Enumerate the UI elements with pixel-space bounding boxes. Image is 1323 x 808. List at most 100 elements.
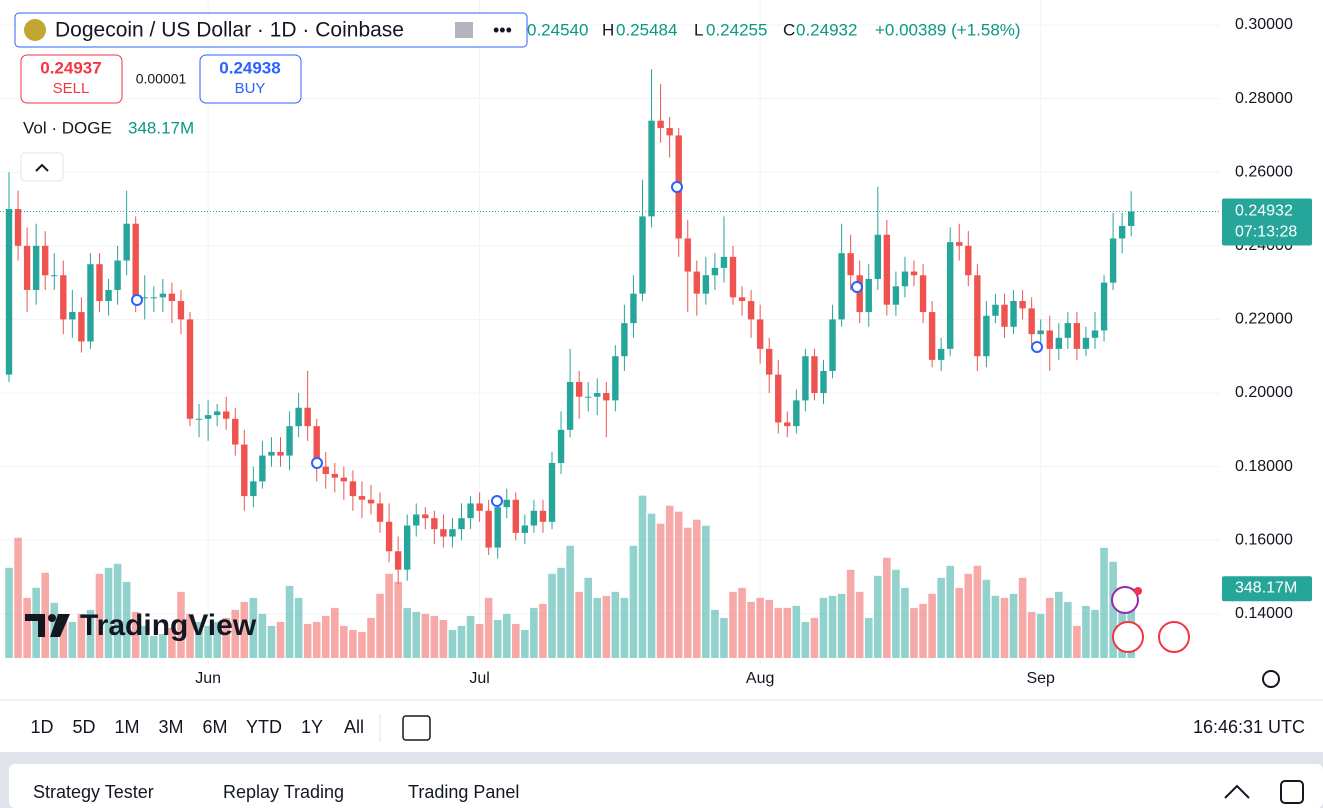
timeframe-button[interactable]: 3M xyxy=(158,717,183,737)
timeframe-button[interactable]: 6M xyxy=(202,717,227,737)
candle-body xyxy=(720,256,728,268)
buy-button[interactable] xyxy=(199,54,302,104)
candle-body xyxy=(639,216,646,294)
volume-bar xyxy=(611,591,620,658)
candle-body xyxy=(775,374,782,423)
panel-tab[interactable]: Replay Trading xyxy=(223,782,344,802)
event-marker[interactable] xyxy=(671,181,683,193)
symbol-box[interactable] xyxy=(14,12,528,48)
volume-bar xyxy=(512,623,520,658)
y-tick-label: 0.18000 xyxy=(1235,458,1293,475)
volume-bar xyxy=(892,569,900,658)
candle-body xyxy=(14,209,22,246)
candle-body xyxy=(358,496,366,500)
lightning-icon[interactable] xyxy=(1111,586,1139,614)
candle-body xyxy=(657,120,664,129)
volume-bar xyxy=(186,613,194,658)
candle-body xyxy=(5,209,13,375)
volume-bar xyxy=(41,572,49,658)
sell-button[interactable] xyxy=(20,54,123,104)
candle-body xyxy=(1001,304,1008,327)
ohlc-low: 0.24255 xyxy=(706,20,767,39)
flag-event[interactable] xyxy=(1112,621,1144,653)
candle-body xyxy=(766,348,773,375)
volume-bar xyxy=(131,611,140,658)
timeframe-button[interactable]: YTD xyxy=(246,717,282,737)
volume-bar xyxy=(294,597,303,658)
candle-body xyxy=(168,293,176,302)
candle-body xyxy=(78,312,85,342)
flag-icon[interactable] xyxy=(455,22,473,38)
candle-body xyxy=(286,426,293,456)
candle-body xyxy=(874,234,881,279)
candle-body xyxy=(756,319,764,349)
volume-bar xyxy=(95,573,104,658)
settings-icon[interactable] xyxy=(1262,670,1280,688)
candle-body xyxy=(928,312,936,360)
volume-bar xyxy=(747,601,755,658)
volume-bar xyxy=(530,607,538,658)
timeframe-button[interactable]: 1D xyxy=(30,717,53,737)
event-marker[interactable] xyxy=(491,495,503,507)
event-marker[interactable] xyxy=(851,281,863,293)
volume-bar xyxy=(1018,577,1027,658)
ohlc-key: L xyxy=(694,20,703,39)
candle-body xyxy=(114,260,121,290)
candle-body xyxy=(811,356,818,394)
timeframe-button[interactable]: 5D xyxy=(72,717,95,737)
volume-legend-name: Vol · DOGE xyxy=(23,118,112,137)
collapse-button[interactable] xyxy=(20,152,64,182)
candle-body xyxy=(621,323,628,357)
candle-body xyxy=(195,418,203,420)
candle-body xyxy=(865,278,872,313)
candle-body xyxy=(539,510,547,522)
doge-icon xyxy=(24,19,46,41)
timeframe-button[interactable]: 1M xyxy=(114,717,139,737)
event-marker[interactable] xyxy=(311,457,323,469)
volume-bar xyxy=(59,617,68,658)
event-marker[interactable] xyxy=(1031,341,1043,353)
volume-bar xyxy=(548,573,556,658)
volume-legend-value: 348.17M xyxy=(128,118,194,137)
candle-body xyxy=(711,267,719,276)
candle-body xyxy=(87,264,94,342)
volume-bar xyxy=(421,613,430,658)
volume-bar xyxy=(1082,605,1090,658)
candle-body xyxy=(1082,337,1090,349)
timeframe-button[interactable]: 1Y xyxy=(301,717,323,737)
candle-body xyxy=(829,319,836,371)
event-marker[interactable] xyxy=(131,294,143,306)
volume-bar xyxy=(403,607,411,658)
volume-bar xyxy=(1027,611,1036,658)
volume-bar xyxy=(846,569,855,658)
panel-toggle[interactable] xyxy=(1224,784,1250,799)
volume-bar xyxy=(620,597,629,658)
volume-bar xyxy=(584,577,592,658)
panel-tab[interactable]: Strategy Tester xyxy=(33,782,154,802)
notification-dot xyxy=(1134,587,1142,595)
candle-body xyxy=(394,551,402,570)
candle-body xyxy=(32,245,40,290)
candle-body xyxy=(693,271,700,294)
more-button[interactable]: ••• xyxy=(493,20,512,40)
volume-bar xyxy=(321,615,330,658)
timeframe-button[interactable]: All xyxy=(344,717,364,737)
calendar-icon[interactable] xyxy=(402,715,431,741)
candle-body xyxy=(232,418,239,445)
candle-body xyxy=(485,510,492,548)
maximize-button[interactable] xyxy=(1280,780,1304,804)
candle-body xyxy=(992,304,999,316)
ohlc-high: 0.25484 xyxy=(616,20,677,39)
volume-last-label: 348.17M xyxy=(1235,579,1297,596)
candle-body xyxy=(449,529,456,537)
volume-bar xyxy=(693,519,701,658)
candle-body xyxy=(1028,308,1035,335)
flag-event[interactable] xyxy=(1158,621,1190,653)
candle-body xyxy=(965,245,972,276)
candle-body xyxy=(268,451,275,456)
panel-tab[interactable]: Trading Panel xyxy=(408,782,519,802)
candle-body xyxy=(431,518,438,530)
candle-body xyxy=(241,444,248,497)
volume-bar xyxy=(267,625,276,658)
